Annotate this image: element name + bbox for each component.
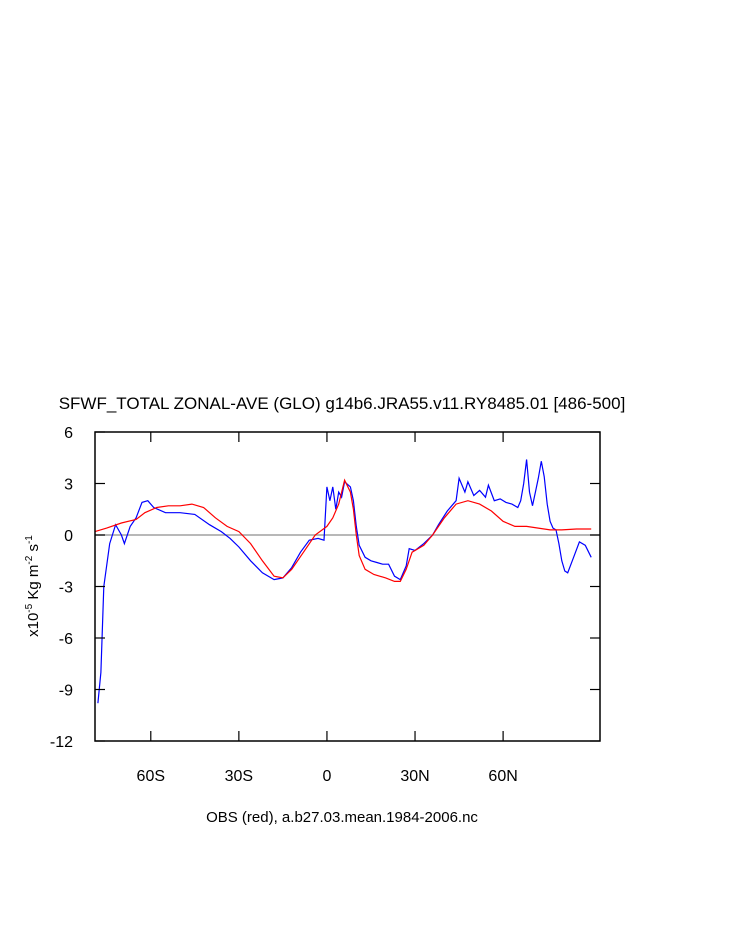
x-tick-label: 30N	[400, 768, 429, 785]
y-label-text: s	[25, 544, 42, 556]
x-tick-label: 60N	[488, 768, 517, 785]
y-tick-label: -3	[59, 580, 73, 597]
chart-title: SFWF_TOTAL ZONAL-AVE (GLO) g14b6.JRA55.v…	[59, 394, 626, 413]
y-axis-label: x10-5 Kg m-2 s-1	[24, 535, 42, 637]
y-tick-label: 0	[64, 528, 73, 545]
y-label-text: Kg m	[25, 565, 42, 604]
data-line	[94, 478, 592, 582]
x-tick-label: 60S	[137, 768, 165, 785]
y-tick-label: 3	[64, 477, 73, 494]
y-tick-label: -12	[50, 734, 73, 751]
x-axis-label: OBS (red), a.b27.03.mean.1984-2006.nc	[206, 809, 478, 826]
y-label-exponent: -2	[24, 555, 35, 564]
y-label-text: x10	[25, 613, 42, 637]
y-tick-label: -6	[59, 631, 73, 648]
x-tick-label: 30S	[225, 768, 253, 785]
y-label-exponent: -5	[24, 603, 35, 612]
y-tick-label: -9	[59, 683, 73, 700]
y-label-exponent: -1	[24, 535, 35, 544]
x-tick-label: 0	[322, 768, 331, 785]
data-line	[97, 459, 592, 704]
y-tick-label: 6	[64, 425, 73, 442]
